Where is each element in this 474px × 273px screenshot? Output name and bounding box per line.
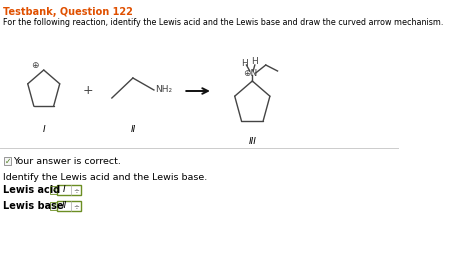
Text: III: III — [248, 137, 256, 146]
Bar — [57, 185, 81, 195]
Bar — [50, 186, 57, 194]
Text: H: H — [241, 58, 248, 67]
Text: ✓: ✓ — [51, 188, 56, 192]
Text: ⊕: ⊕ — [32, 61, 39, 70]
Text: Lewis base: Lewis base — [2, 201, 63, 211]
Text: I: I — [63, 185, 65, 194]
Text: ÷: ÷ — [73, 187, 80, 193]
Text: ✓: ✓ — [4, 156, 11, 165]
Text: II: II — [61, 201, 66, 210]
Text: NH₂: NH₂ — [155, 85, 172, 94]
Text: ÷: ÷ — [73, 203, 80, 209]
Text: I: I — [42, 125, 45, 134]
Text: H: H — [252, 58, 258, 67]
Bar — [4, 157, 11, 165]
Text: ⊕N: ⊕N — [244, 69, 258, 78]
Text: Testbank, Question 122: Testbank, Question 122 — [2, 7, 132, 17]
Text: For the following reaction, identify the Lewis acid and the Lewis base and draw : For the following reaction, identify the… — [2, 18, 443, 27]
Text: Identify the Lewis acid and the Lewis base.: Identify the Lewis acid and the Lewis ba… — [2, 173, 207, 182]
Text: Your answer is correct.: Your answer is correct. — [13, 156, 121, 165]
Text: Lewis acid: Lewis acid — [2, 185, 60, 195]
Text: ✓: ✓ — [51, 203, 56, 209]
Text: II: II — [130, 125, 136, 134]
Bar — [57, 201, 81, 211]
Text: +: + — [83, 85, 94, 97]
Bar — [50, 202, 57, 210]
